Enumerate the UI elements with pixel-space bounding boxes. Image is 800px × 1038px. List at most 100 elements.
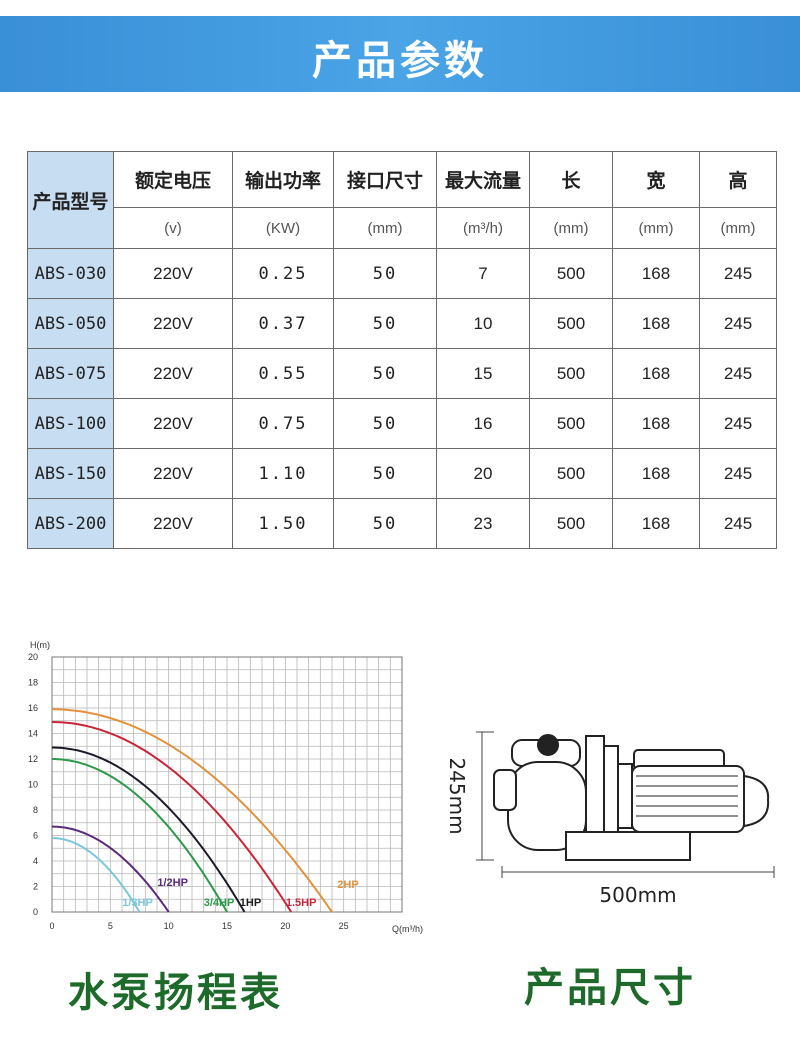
cell-power: 0.55 <box>232 348 334 399</box>
curve-label: 3/4HP <box>204 897 235 909</box>
chart-curves <box>51 708 333 913</box>
length-label: 500mm <box>599 883 676 907</box>
chart-grid <box>51 656 403 913</box>
table-row: ABS-150 220V 1.10 50 20 500 168 245 <box>27 448 777 499</box>
cell-voltage: 220V <box>113 498 233 549</box>
cell-power: 0.25 <box>232 248 334 299</box>
cell-height: 245 <box>699 398 777 449</box>
curve-label: 1/2HP <box>157 877 188 889</box>
unit-voltage: (v) <box>113 207 233 249</box>
table-header-row: 产品型号 额定电压 输出功率 接口尺寸 最大流量 长 宽 高 <box>27 151 777 249</box>
size-caption: 产品尺寸 <box>524 964 696 1011</box>
cell-length: 500 <box>529 498 613 549</box>
cell-flow: 7 <box>436 248 530 299</box>
curve-1-5HP <box>51 721 293 913</box>
y-tick-label: 8 <box>33 805 38 815</box>
y-tick-label: 6 <box>33 831 38 841</box>
col-width-header: 宽 <box>612 151 700 208</box>
length-dimension-line <box>501 866 775 878</box>
table-row: ABS-030 220V 0.25 50 7 500 168 245 <box>27 248 777 299</box>
pump-dimension-drawing: 245mm 500mm <box>445 731 775 907</box>
unit-flow: (m³/h) <box>436 207 530 249</box>
curve-label: 1/3HP <box>122 897 153 909</box>
curve-2HP <box>52 708 333 913</box>
cell-height: 245 <box>699 248 777 299</box>
cell-voltage: 220V <box>113 448 233 499</box>
cell-height: 245 <box>699 298 777 349</box>
cell-model: ABS-030 <box>27 248 114 299</box>
header-banner: 产品参数 <box>0 16 800 92</box>
col-power-header: 输出功率 <box>232 151 334 208</box>
x-tick-label: 25 <box>339 921 349 931</box>
cell-power: 1.50 <box>232 498 334 549</box>
unit-length: (mm) <box>529 207 613 249</box>
cell-length: 500 <box>529 298 613 349</box>
banner-title: 产品参数 <box>312 37 488 84</box>
unit-width: (mm) <box>612 207 700 249</box>
cell-flow: 10 <box>436 298 530 349</box>
cell-flow: 20 <box>436 448 530 499</box>
cell-height: 245 <box>699 348 777 399</box>
unit-height: (mm) <box>699 207 777 249</box>
cell-width: 168 <box>612 298 700 349</box>
cell-voltage: 220V <box>113 248 233 299</box>
table-row: ABS-100 220V 0.75 50 16 500 168 245 <box>27 398 777 449</box>
cell-model: ABS-075 <box>27 348 114 399</box>
height-label: 245mm <box>445 757 469 834</box>
curve-label: 1.5HP <box>286 897 317 909</box>
unit-power: (KW) <box>232 207 334 249</box>
cell-width: 168 <box>612 498 700 549</box>
cell-model: ABS-200 <box>27 498 114 549</box>
pump-curve-chart: H(m) Q(m³/h) 0 5 10 15 20 25 0 2 4 6 8 10 12 14 16 18 20… <box>28 640 423 934</box>
cell-voltage: 220V <box>113 298 233 349</box>
cell-port: 50 <box>333 348 437 399</box>
cell-width: 168 <box>612 398 700 449</box>
cell-flow: 23 <box>436 498 530 549</box>
curve-3-4HP <box>52 758 228 913</box>
cell-port: 50 <box>333 448 437 499</box>
cell-power: 0.75 <box>232 398 334 449</box>
chart-caption: 水泵扬程表 <box>68 969 283 1016</box>
model-header: 产品型号 <box>27 151 114 249</box>
cell-voltage: 220V <box>113 398 233 449</box>
height-dimension-line <box>476 731 494 861</box>
col-flow-header: 最大流量 <box>436 151 530 208</box>
cell-port: 50 <box>333 498 437 549</box>
table-row: ABS-050 220V 0.37 50 10 500 168 245 <box>27 298 777 349</box>
y-tick-label: 14 <box>28 729 38 739</box>
cell-height: 245 <box>699 448 777 499</box>
chart-curve-labels: 1/3HP 1/2HP 3/4HP 1HP 1.5HP 2HP <box>122 877 358 909</box>
cell-model: ABS-100 <box>27 398 114 449</box>
cell-port: 50 <box>333 398 437 449</box>
y-tick-label: 10 <box>28 780 38 790</box>
cell-length: 500 <box>529 448 613 499</box>
y-tick-label: 16 <box>28 703 38 713</box>
table-row: ABS-075 220V 0.55 50 15 500 168 245 <box>27 348 777 399</box>
curve-label: 1HP <box>240 897 261 909</box>
cell-port: 50 <box>333 298 437 349</box>
table-row: ABS-200 220V 1.50 50 23 500 168 245 <box>27 498 777 549</box>
cell-length: 500 <box>529 248 613 299</box>
col-length-header: 长 <box>529 151 613 208</box>
cell-flow: 16 <box>436 398 530 449</box>
cell-width: 168 <box>612 348 700 399</box>
cell-length: 500 <box>529 398 613 449</box>
cell-model: ABS-150 <box>27 448 114 499</box>
cell-power: 0.37 <box>232 298 334 349</box>
x-tick-label: 20 <box>280 921 290 931</box>
x-tick-label: 15 <box>222 921 232 931</box>
y-tick-label: 0 <box>33 907 38 917</box>
x-tick-label: 5 <box>108 921 113 931</box>
col-port-header: 接口尺寸 <box>333 151 437 208</box>
x-tick-label: 10 <box>164 921 174 931</box>
cell-width: 168 <box>612 248 700 299</box>
y-tick-label: 2 <box>33 882 38 892</box>
table-unit-row: (v) (KW) (mm) (m³/h) (mm) (mm) (mm) <box>28 207 777 249</box>
cell-flow: 15 <box>436 348 530 399</box>
col-voltage-header: 额定电压 <box>113 151 233 208</box>
curve-1HP <box>51 746 246 913</box>
cell-power: 1.10 <box>232 448 334 499</box>
cell-width: 168 <box>612 448 700 499</box>
y-tick-label: 4 <box>33 856 38 866</box>
unit-port: (mm) <box>333 207 437 249</box>
